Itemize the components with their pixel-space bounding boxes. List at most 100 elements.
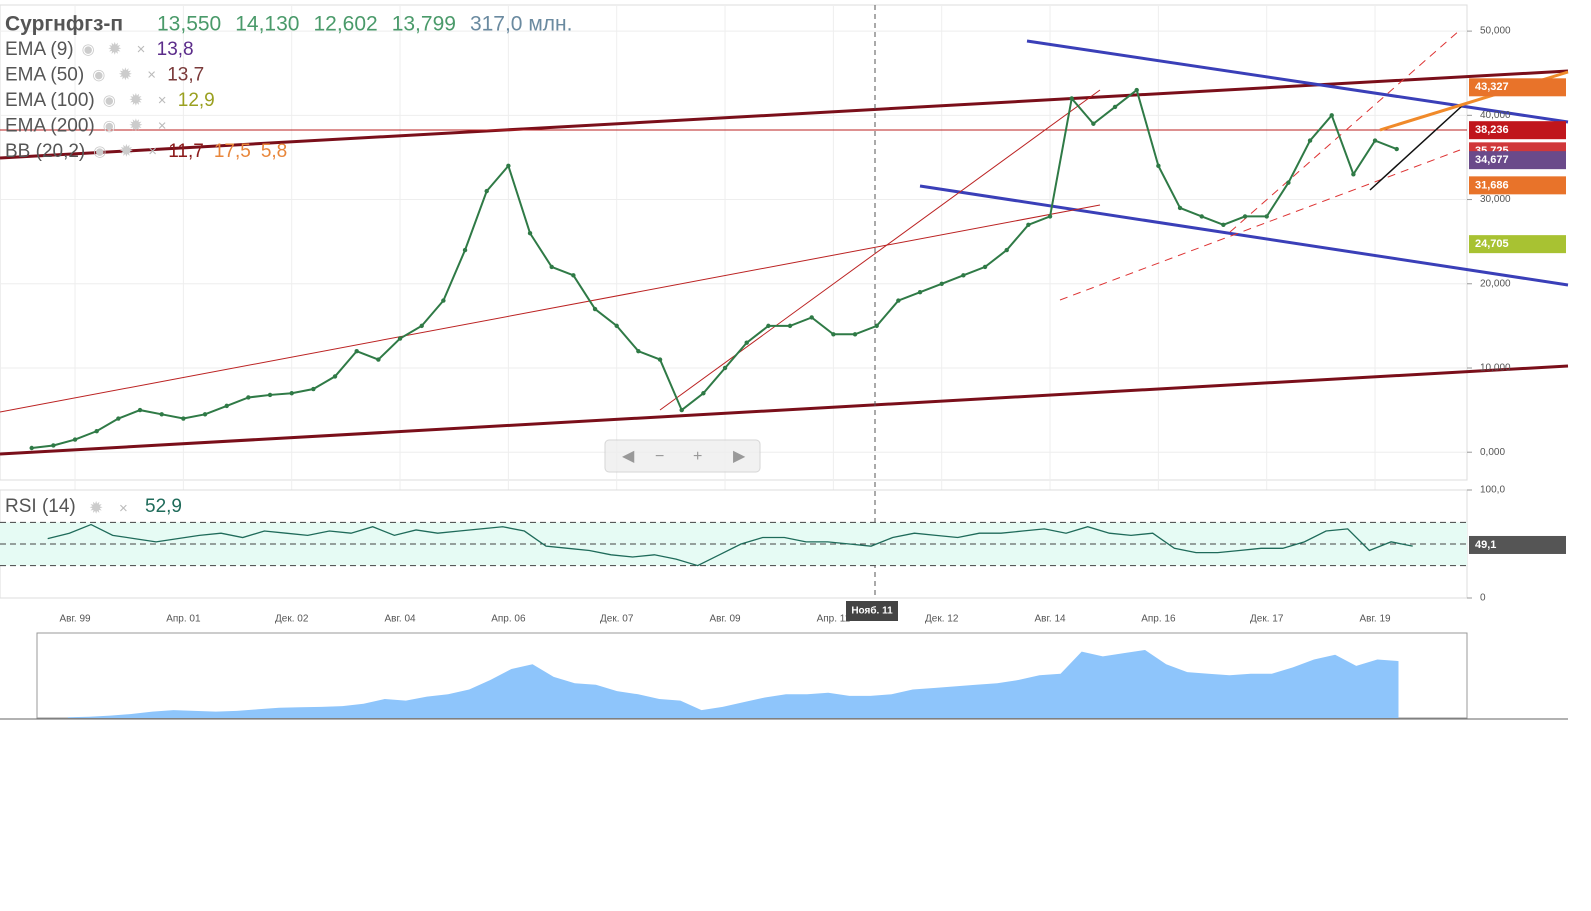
indicator-value: 13,7 bbox=[167, 65, 204, 86]
y-tick-label: 20,000 bbox=[1480, 278, 1511, 289]
price-tag bbox=[1469, 78, 1566, 97]
price-point bbox=[1112, 104, 1118, 110]
price-point bbox=[94, 428, 99, 434]
y-tick-label: 30,000 bbox=[1480, 194, 1511, 205]
indicator-name: EMA (50) bbox=[5, 65, 84, 86]
price-pane bbox=[0, 4, 1468, 481]
price-point bbox=[1307, 138, 1313, 143]
price-point bbox=[809, 315, 814, 320]
x-tick-label: Дек. 12 bbox=[925, 614, 959, 625]
rsi-tag-label: 49,1 bbox=[1475, 539, 1496, 551]
price-point bbox=[852, 332, 858, 337]
price-point bbox=[701, 391, 706, 396]
price-point bbox=[159, 412, 164, 417]
channel-line bbox=[1026, 39, 1569, 124]
trend-line bbox=[1059, 149, 1461, 301]
icon-eye[interactable]: ◉ bbox=[103, 117, 116, 134]
price-point bbox=[1091, 121, 1096, 126]
price-point bbox=[1156, 163, 1161, 169]
price-tag-label: 38,236 bbox=[1475, 124, 1509, 136]
price-point bbox=[202, 412, 208, 417]
price-point bbox=[29, 445, 34, 451]
price-point bbox=[657, 357, 663, 362]
price-point bbox=[1221, 222, 1226, 228]
quote-value: 12,602 bbox=[313, 13, 377, 36]
price-point bbox=[137, 407, 143, 413]
price-point bbox=[896, 298, 901, 303]
zoom-controls[interactable] bbox=[604, 439, 761, 473]
icon-settings[interactable]: ✹ bbox=[89, 498, 103, 517]
icon-eye[interactable]: ◉ bbox=[92, 66, 105, 83]
price-point bbox=[982, 264, 988, 270]
x-tick-label: Авг. 19 bbox=[1360, 614, 1392, 625]
price-point bbox=[1134, 87, 1139, 93]
y-tick-label: 0,000 bbox=[1480, 447, 1505, 458]
quote-value: 13,799 bbox=[392, 13, 456, 36]
trend-line bbox=[0, 364, 1569, 456]
price-point bbox=[961, 273, 966, 278]
icon-settings[interactable]: ✹ bbox=[118, 65, 132, 84]
indicator-value: 13,8 bbox=[157, 39, 194, 60]
trend-lines bbox=[0, 5, 1569, 598]
zoom-out[interactable]: − bbox=[655, 448, 664, 465]
zoom-right[interactable]: ▶ bbox=[733, 448, 746, 465]
price-point bbox=[181, 416, 186, 421]
indicator-name: EMA (200) bbox=[5, 116, 95, 137]
price-point bbox=[1242, 214, 1248, 219]
icon-settings[interactable]: ✹ bbox=[129, 116, 143, 135]
icon-settings[interactable]: ✹ bbox=[119, 141, 133, 160]
price-point bbox=[1286, 180, 1291, 185]
price-point bbox=[1329, 113, 1334, 118]
icon-settings[interactable]: ✹ bbox=[108, 39, 122, 58]
price-point bbox=[246, 395, 251, 400]
icon-close[interactable]: × bbox=[158, 117, 167, 134]
price-tag bbox=[1469, 151, 1566, 170]
icon-close[interactable]: × bbox=[119, 500, 128, 517]
y-tick-label: 40,000 bbox=[1480, 110, 1511, 121]
rsi-value: 52,9 bbox=[145, 496, 182, 517]
price-point bbox=[419, 323, 424, 329]
x-tick-label: Дек. 07 bbox=[600, 614, 634, 625]
indicator-name: EMA (100) bbox=[5, 90, 95, 111]
price-tag-label: 24,705 bbox=[1475, 238, 1509, 250]
price-point bbox=[462, 247, 468, 253]
price-tag-label: 34,677 bbox=[1475, 154, 1509, 166]
price-point bbox=[1177, 205, 1183, 211]
price-point bbox=[224, 403, 229, 409]
price-point bbox=[51, 443, 56, 448]
x-tick-label: Авг. 99 bbox=[59, 614, 91, 625]
quote-value: 317,0 млн. bbox=[470, 13, 573, 36]
y-tick-label: 0 bbox=[1480, 593, 1486, 604]
price-point bbox=[571, 273, 576, 278]
price-point bbox=[484, 188, 489, 194]
price-tag bbox=[1469, 121, 1566, 140]
zoom-in[interactable]: + bbox=[693, 448, 702, 465]
icon-eye[interactable]: ◉ bbox=[93, 143, 106, 160]
y-tick-label: 100,0 bbox=[1480, 485, 1505, 496]
price-point bbox=[332, 374, 338, 379]
price-point bbox=[679, 407, 684, 413]
zoom-left[interactable]: ◀ bbox=[622, 448, 635, 465]
rsi-name: RSI (14) bbox=[5, 496, 76, 517]
icon-eye[interactable]: ◉ bbox=[103, 92, 116, 109]
icon-close[interactable]: × bbox=[148, 143, 157, 160]
price-point bbox=[1047, 214, 1053, 219]
icon-close[interactable]: × bbox=[137, 41, 146, 58]
trend-line bbox=[0, 69, 1569, 160]
icon-close[interactable]: × bbox=[147, 66, 156, 83]
indicator-value: 11,7 bbox=[168, 141, 204, 162]
icon-settings[interactable]: ✹ bbox=[129, 90, 143, 109]
icon-close[interactable]: × bbox=[158, 92, 167, 109]
price-point bbox=[614, 323, 619, 329]
price-point bbox=[549, 264, 554, 270]
price-point bbox=[506, 163, 511, 169]
price-point bbox=[1394, 146, 1399, 152]
y-tick-label: 50,000 bbox=[1480, 26, 1511, 37]
price-point bbox=[592, 306, 598, 312]
icon-eye[interactable]: ◉ bbox=[82, 41, 95, 58]
price-point bbox=[1199, 214, 1204, 219]
price-point bbox=[1026, 222, 1031, 228]
price-point bbox=[289, 391, 294, 396]
crosshair-tag bbox=[846, 601, 898, 621]
